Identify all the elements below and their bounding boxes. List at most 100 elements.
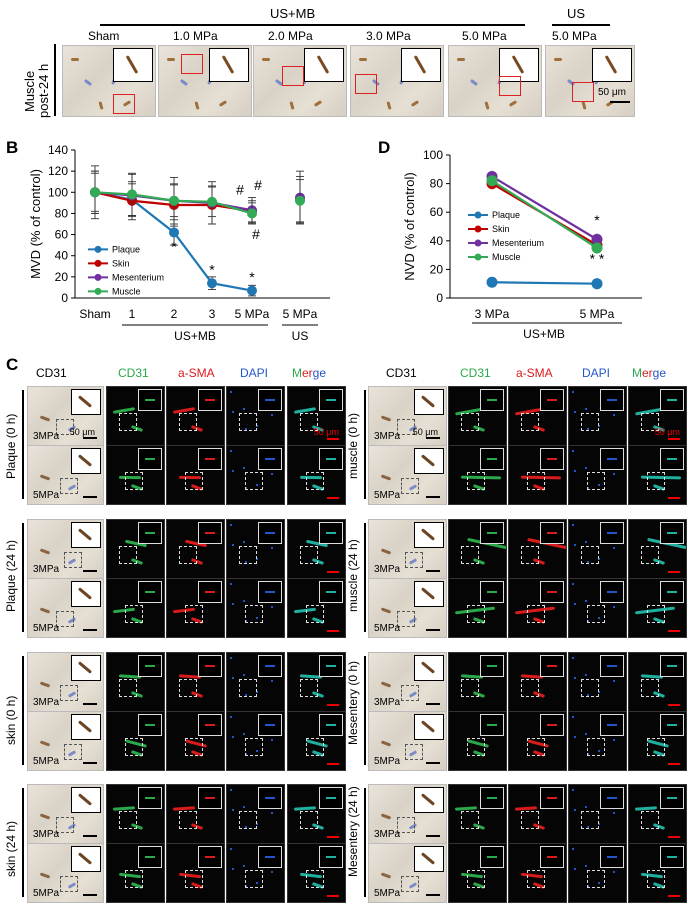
panel-c-pressure-label: 5MPa bbox=[374, 490, 401, 501]
vessel-mark bbox=[39, 872, 51, 879]
panel-c-brightfield-image: 5MPa bbox=[27, 578, 104, 638]
inset-signal bbox=[265, 399, 275, 401]
panel-c-inset bbox=[319, 581, 343, 603]
panel-c-group-label: muscle (0 h) bbox=[346, 412, 360, 479]
panel-c-pressure-label: 3MPa bbox=[374, 829, 401, 840]
panel-a-micrograph bbox=[545, 45, 635, 117]
inset-signal bbox=[265, 724, 275, 726]
panel-c-inset bbox=[71, 846, 101, 872]
dapi-dot bbox=[585, 674, 587, 676]
panel-a-micrograph bbox=[350, 45, 444, 117]
panel-c-roi-box bbox=[647, 738, 665, 756]
panel-c-roi-box bbox=[581, 546, 599, 564]
b-legend-marker bbox=[94, 259, 102, 267]
dapi-dot bbox=[243, 408, 245, 410]
panel-c-scale-bar bbox=[426, 762, 440, 764]
b-legend-marker bbox=[94, 287, 102, 295]
panel-c-pressure-label: 3MPa bbox=[374, 564, 401, 575]
d-legend-label: Skin bbox=[492, 224, 510, 234]
panel-c-inset bbox=[319, 655, 343, 677]
panel-c-inset bbox=[138, 448, 162, 470]
inset-signal bbox=[326, 665, 336, 667]
panel-c-roi-box bbox=[125, 472, 143, 490]
vessel-mark bbox=[77, 528, 93, 541]
panel-c-scale-bar bbox=[668, 895, 680, 897]
panel-c-roi-box bbox=[306, 472, 324, 490]
vessel-mark bbox=[77, 852, 93, 865]
dapi-dot bbox=[271, 547, 273, 549]
panel-c-roi-box bbox=[405, 744, 423, 760]
panel-c-roi-box bbox=[56, 419, 74, 435]
panel-c-inset bbox=[198, 787, 222, 809]
dapi-dot bbox=[598, 882, 600, 884]
header-part: M bbox=[292, 366, 302, 380]
panel-c-pressure-label: 3MPa bbox=[33, 564, 60, 575]
d-point-plaque bbox=[591, 278, 603, 290]
dapi-dot bbox=[572, 583, 574, 585]
panel-c-group-label: Plaque (24 h) bbox=[4, 539, 18, 612]
panel-c-scale-bar bbox=[83, 437, 97, 439]
inset-signal bbox=[667, 399, 677, 401]
dapi-dot bbox=[245, 428, 247, 430]
header-part: M bbox=[632, 366, 642, 380]
panel-c-group-bracket bbox=[364, 656, 366, 765]
b-significance-mark: * bbox=[171, 238, 177, 254]
panel-c-fluorescence-image bbox=[508, 843, 567, 903]
panel-c-roi-box bbox=[185, 605, 203, 623]
vessel-mark bbox=[469, 78, 479, 87]
vessel-mark bbox=[511, 55, 525, 74]
panel-c-brightfield-image: 3MPa bbox=[27, 652, 104, 712]
panel-c-inset bbox=[71, 787, 101, 813]
dapi-dot bbox=[232, 411, 234, 413]
panel-c-scale-bar bbox=[327, 895, 339, 897]
panel-c-roi-box bbox=[60, 876, 78, 892]
panel-c-letter: C bbox=[6, 355, 19, 374]
inset-signal bbox=[487, 724, 497, 726]
panel-c-inset bbox=[319, 714, 343, 736]
panel-a-inset bbox=[113, 48, 153, 82]
inset-signal bbox=[265, 458, 275, 460]
panel-c-scale-bar bbox=[83, 762, 97, 764]
panel-c-inset bbox=[660, 581, 684, 603]
dapi-dot bbox=[271, 812, 273, 814]
panel-c-roi-box bbox=[56, 817, 74, 833]
panel-c-inset bbox=[319, 787, 343, 809]
inset-signal bbox=[667, 532, 677, 534]
panel-c-roi-box bbox=[185, 738, 203, 756]
dapi-dot bbox=[585, 541, 587, 543]
panel-c-inset bbox=[71, 581, 101, 607]
panel-c-roi-box bbox=[397, 611, 415, 627]
panel-c-roi-box bbox=[239, 811, 257, 829]
b-y-tick-label: 120 bbox=[48, 164, 68, 178]
vessel-mark bbox=[262, 58, 270, 61]
dapi-dot bbox=[243, 733, 245, 735]
panel-c-roi-box bbox=[300, 811, 318, 829]
panel-c-roi-box bbox=[581, 679, 599, 697]
panel-c-inset bbox=[540, 655, 564, 677]
panel-c-scale-bar bbox=[327, 571, 339, 573]
panel-c-fluorescence-image bbox=[226, 784, 285, 844]
dapi-dot bbox=[232, 868, 234, 870]
panel-c-roi-box bbox=[300, 546, 318, 564]
inset-signal bbox=[607, 532, 617, 534]
panel-c-inset bbox=[660, 655, 684, 677]
panel-a-inset bbox=[304, 48, 344, 82]
dapi-dot bbox=[245, 620, 247, 622]
panel-c-roi-box bbox=[306, 870, 324, 888]
panel-b-letter: B bbox=[6, 138, 19, 157]
panel-c-pressure-label: 5MPa bbox=[374, 756, 401, 767]
panel-c-pressure-label: 5MPa bbox=[33, 756, 60, 767]
b-point-muscle bbox=[295, 195, 305, 206]
panel-c-scale-bar bbox=[668, 836, 680, 838]
panel-c-fluorescence-image bbox=[568, 386, 627, 446]
d-significance-mark: * bbox=[594, 212, 600, 228]
panel-c-roi-box bbox=[239, 679, 257, 697]
panel-c-roi-box bbox=[179, 546, 197, 564]
vessel-mark bbox=[77, 454, 93, 467]
panel-c-scale-bar bbox=[83, 570, 97, 572]
vessel-mark bbox=[221, 55, 235, 74]
panel-c-roi-box bbox=[587, 870, 605, 888]
dapi-dot bbox=[232, 677, 234, 679]
panel-c-header-2: a-SMA bbox=[178, 366, 215, 380]
dapi-dot bbox=[256, 425, 258, 427]
